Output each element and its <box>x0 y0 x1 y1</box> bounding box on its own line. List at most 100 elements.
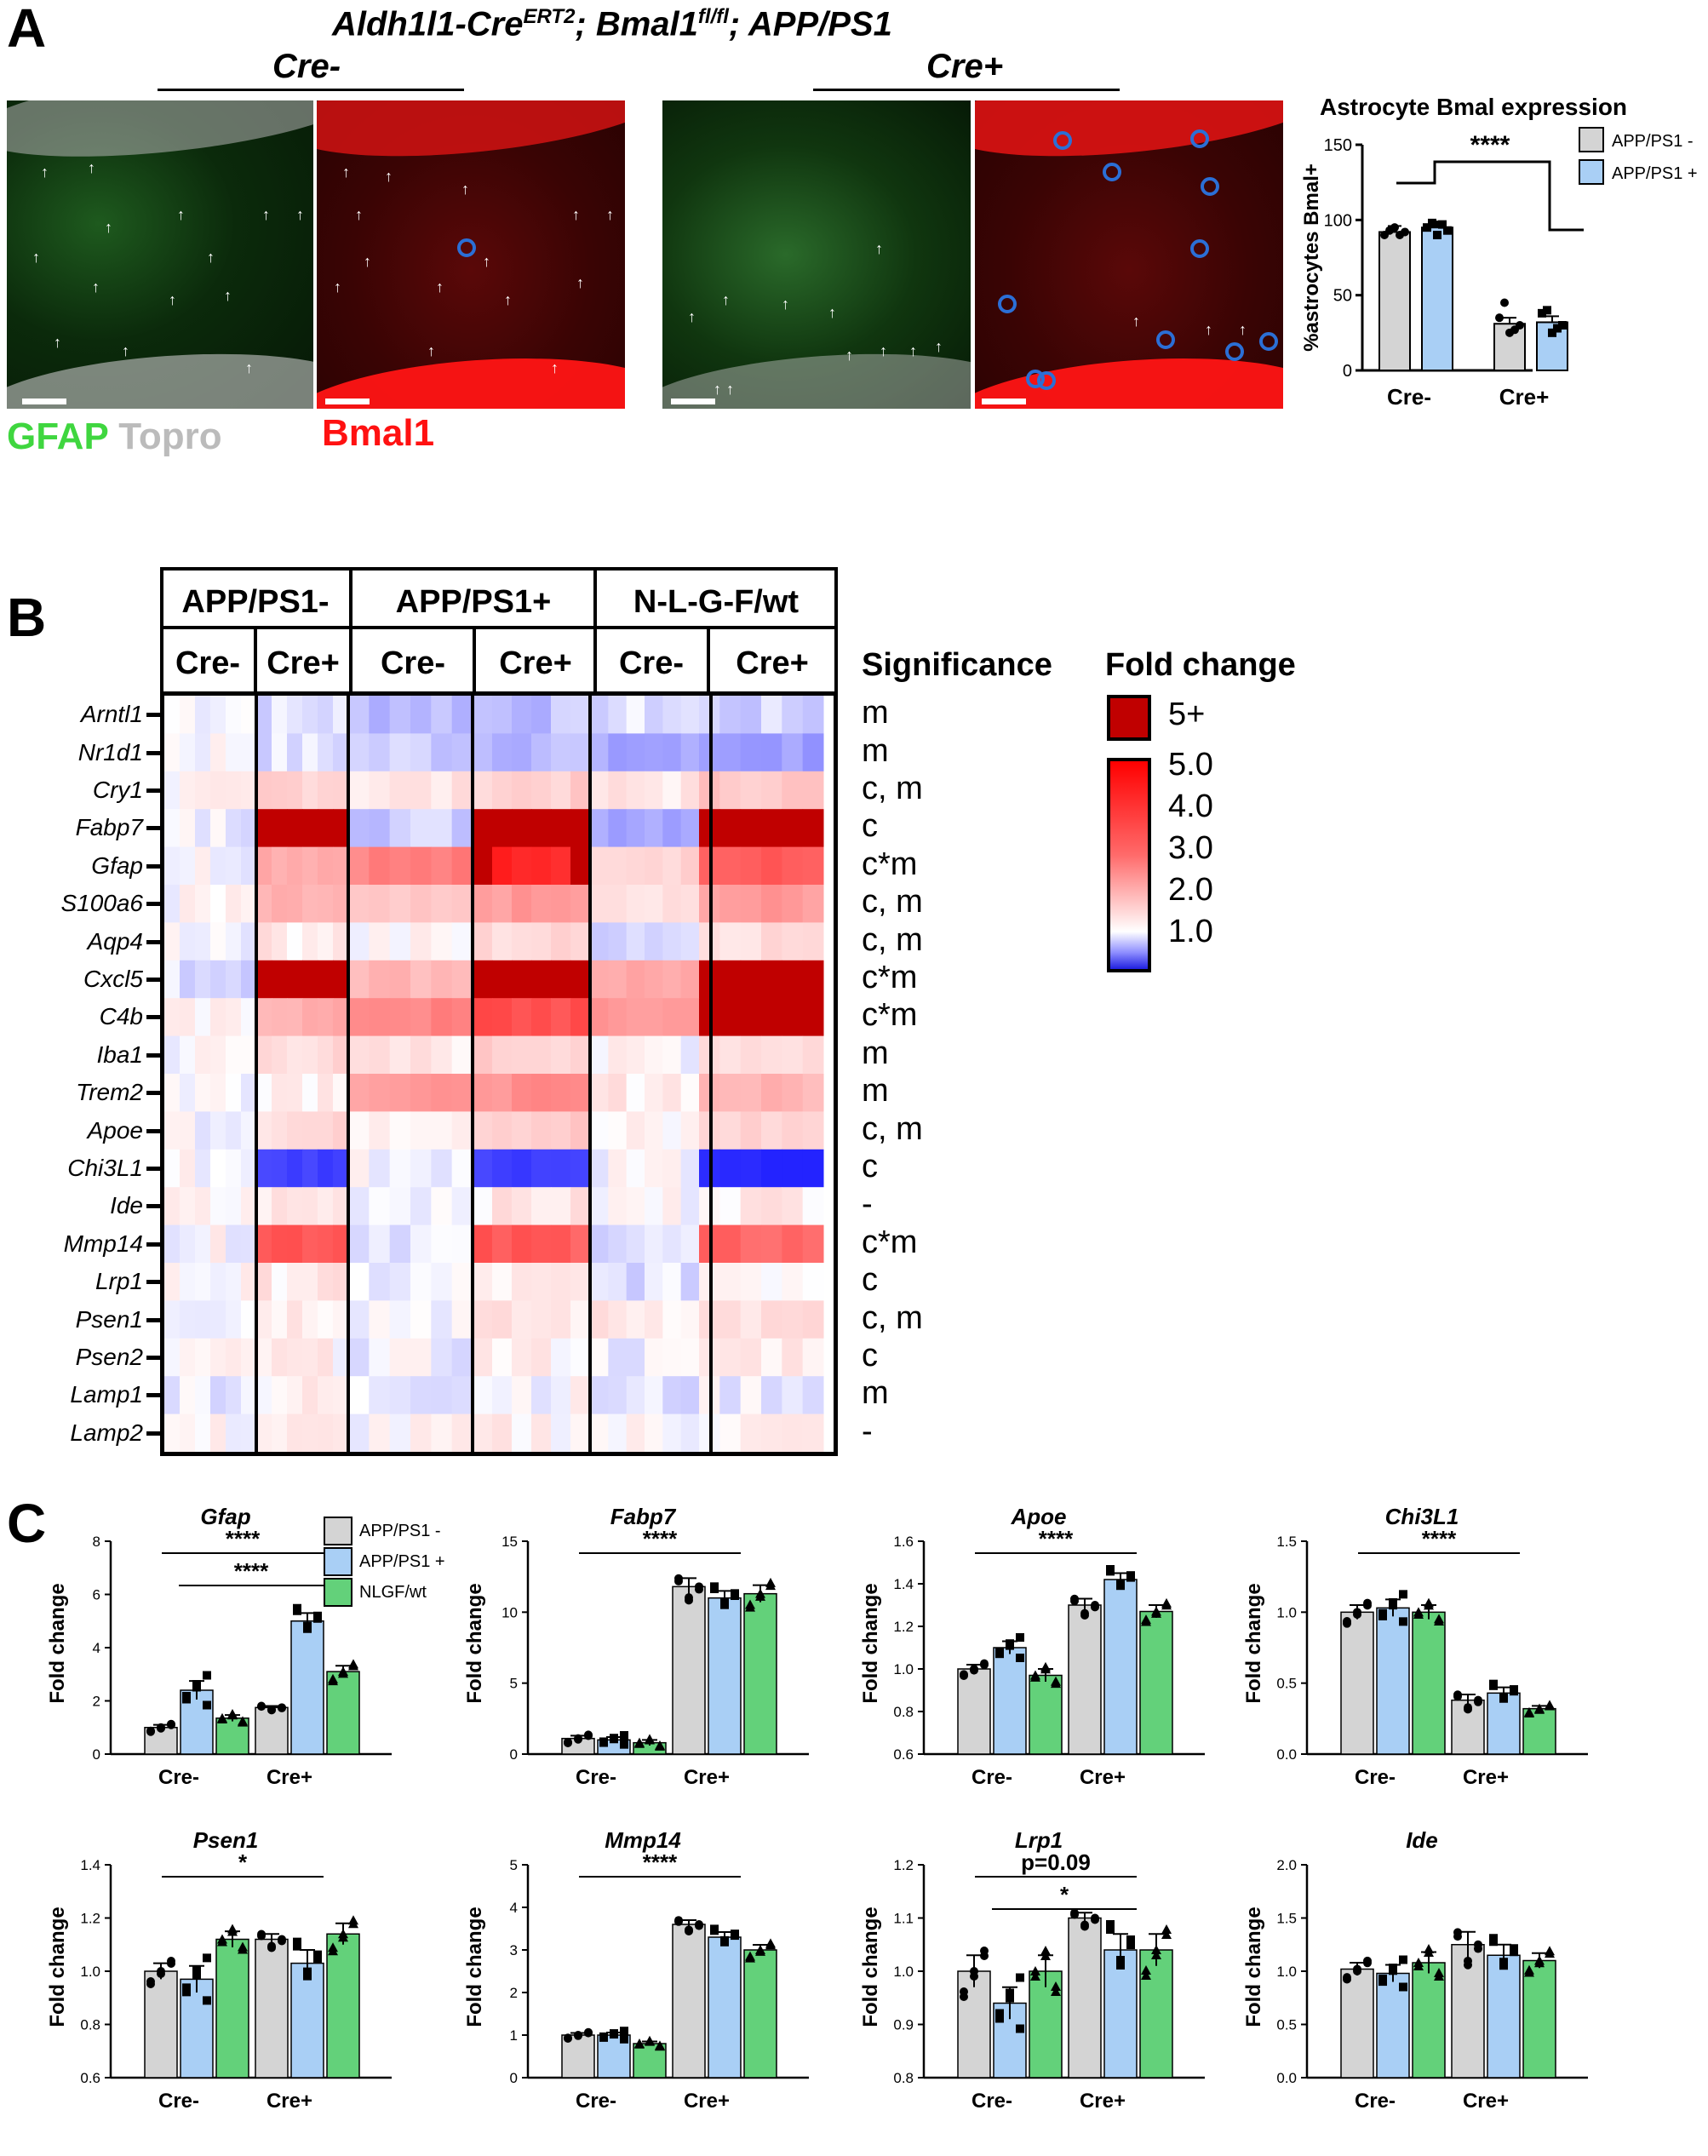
heatmap-cell <box>333 771 349 810</box>
heatmap-cell <box>256 1263 272 1301</box>
heatmap-cell <box>782 922 804 961</box>
heatmap-cell <box>761 1149 782 1188</box>
heatmap-cell <box>590 1187 609 1226</box>
y-tick-label: 0 <box>1343 362 1352 381</box>
heatmap-cell <box>551 771 571 810</box>
row-tick <box>146 1356 160 1360</box>
heatmap-cell <box>451 696 473 734</box>
heatmap-cell <box>719 733 742 772</box>
data-point <box>1545 1946 1555 1956</box>
heatmap-cell <box>241 1300 257 1339</box>
data-point <box>1091 1913 1099 1923</box>
heatmap-cell <box>782 960 804 999</box>
heatmap-cell <box>608 1376 628 1415</box>
heatmap-cell <box>802 733 824 772</box>
heatmap-cell <box>512 1149 532 1188</box>
heatmap-cell <box>608 1149 628 1188</box>
heatmap-cell <box>590 922 609 961</box>
bar <box>743 1949 777 2079</box>
heatmap-cell <box>256 696 272 734</box>
heatmap-cell <box>662 1376 682 1415</box>
heatmap-cell <box>551 922 571 961</box>
heatmap-cell <box>782 885 804 923</box>
data-point <box>1353 1608 1361 1617</box>
heatmap-cell <box>802 1263 824 1301</box>
heatmap-cell <box>164 922 181 961</box>
heatmap-cell <box>369 1338 391 1377</box>
bar <box>957 1668 991 1755</box>
heatmap-cell <box>410 1035 432 1075</box>
heatmap-cell <box>369 733 391 772</box>
heatmap-cell <box>180 960 196 999</box>
heatmap-cell <box>226 771 242 810</box>
heatmap-cell <box>782 1300 804 1339</box>
heatmap-cell <box>782 1338 804 1377</box>
heatmap-cell <box>318 733 334 772</box>
heatmap-cell <box>761 1187 782 1226</box>
gene-label: Fabp7 <box>75 814 143 841</box>
heatmap-cell <box>570 809 591 848</box>
heatmap-cell <box>551 1224 571 1264</box>
heatmap-cell <box>662 1224 682 1264</box>
heatmap-cell <box>431 998 453 1037</box>
chart-title: Chi3L1 <box>1385 1504 1459 1529</box>
heatmap-cell <box>241 809 257 848</box>
bar-chart-fabp7: Fabp7 0 5 10 15 Fold change Cre- Cre+ **** <box>463 1504 809 1789</box>
genotype-header: APP/PS1- <box>181 584 330 620</box>
data-point <box>634 2038 645 2048</box>
micrograph-bmal1-cre-minus: ↑ ↑ ↑ ↑ ↑ ↑ ↑ ↑ ↑ ↑ ↑ ↑ ↑ ↑ <box>317 100 625 409</box>
x-tick-label: Cre+ <box>1499 384 1550 410</box>
heatmap-cell <box>802 885 824 923</box>
heatmap-cell <box>210 696 226 734</box>
data-point <box>634 1737 645 1747</box>
row-tick <box>146 750 160 755</box>
data-point <box>574 2031 582 2039</box>
y-tick-label: 2 <box>510 1985 518 2001</box>
heatmap-cell <box>272 733 288 772</box>
chart-astrocyte-bmal: Astrocyte Bmal expression 0 50 100 150%astr… <box>1300 94 1698 410</box>
heatmap-cell <box>272 846 288 886</box>
heatmap-cell <box>389 1149 411 1188</box>
heatmap-cell <box>719 960 742 999</box>
data-point <box>328 1942 338 1952</box>
x-tick-label: Cre+ <box>684 2090 730 2113</box>
x-tick-label: Cre+ <box>684 1766 730 1789</box>
data-point <box>584 1730 593 1740</box>
heatmap-cell <box>551 846 571 886</box>
heatmap-cell <box>410 1376 432 1415</box>
data-point <box>1161 1597 1172 1608</box>
data-point <box>1141 1614 1151 1625</box>
heatmap-cell <box>287 1111 303 1150</box>
chart-title: Ide <box>1406 1827 1438 1853</box>
heatmap-cell <box>302 1300 318 1339</box>
data-point <box>1413 1958 1424 1967</box>
bar-chart-lrp1: Lrp1 0.8 0.9 1.0 1.1 1.2 Fold change Cre- Cre+ p=… <box>859 1827 1205 2113</box>
data-point <box>1423 223 1431 232</box>
heatmap-cell <box>318 1149 334 1188</box>
data-point <box>1489 1934 1498 1943</box>
heatmap-cell <box>272 1035 288 1075</box>
heatmap-cell <box>719 1338 742 1377</box>
heatmap-cell <box>719 809 742 848</box>
heatmap-cell <box>551 1187 571 1226</box>
data-point <box>1453 1690 1462 1700</box>
heatmap-cell <box>318 1187 334 1226</box>
heatmap-cell <box>210 1376 226 1415</box>
legend-colorbar <box>1107 758 1151 972</box>
heatmap-cell <box>410 1111 432 1150</box>
heatmap-cell <box>348 1111 370 1150</box>
data-point <box>1161 1930 1172 1939</box>
heatmap-cell <box>241 1111 257 1150</box>
heatmap-cell <box>590 998 609 1037</box>
heatmap-cell <box>195 1338 211 1377</box>
heatmap-cell <box>492 1074 513 1112</box>
data-point <box>1434 1968 1444 1977</box>
heatmap-cell <box>333 1263 349 1301</box>
heatmap-cell <box>302 1074 318 1112</box>
data-point <box>303 1621 312 1631</box>
heatmap-cell <box>570 846 591 886</box>
heatmap-cell <box>451 998 473 1037</box>
data-point <box>1399 1590 1407 1599</box>
heatmap-cell <box>626 1263 645 1301</box>
heatmap-cell <box>662 922 682 961</box>
